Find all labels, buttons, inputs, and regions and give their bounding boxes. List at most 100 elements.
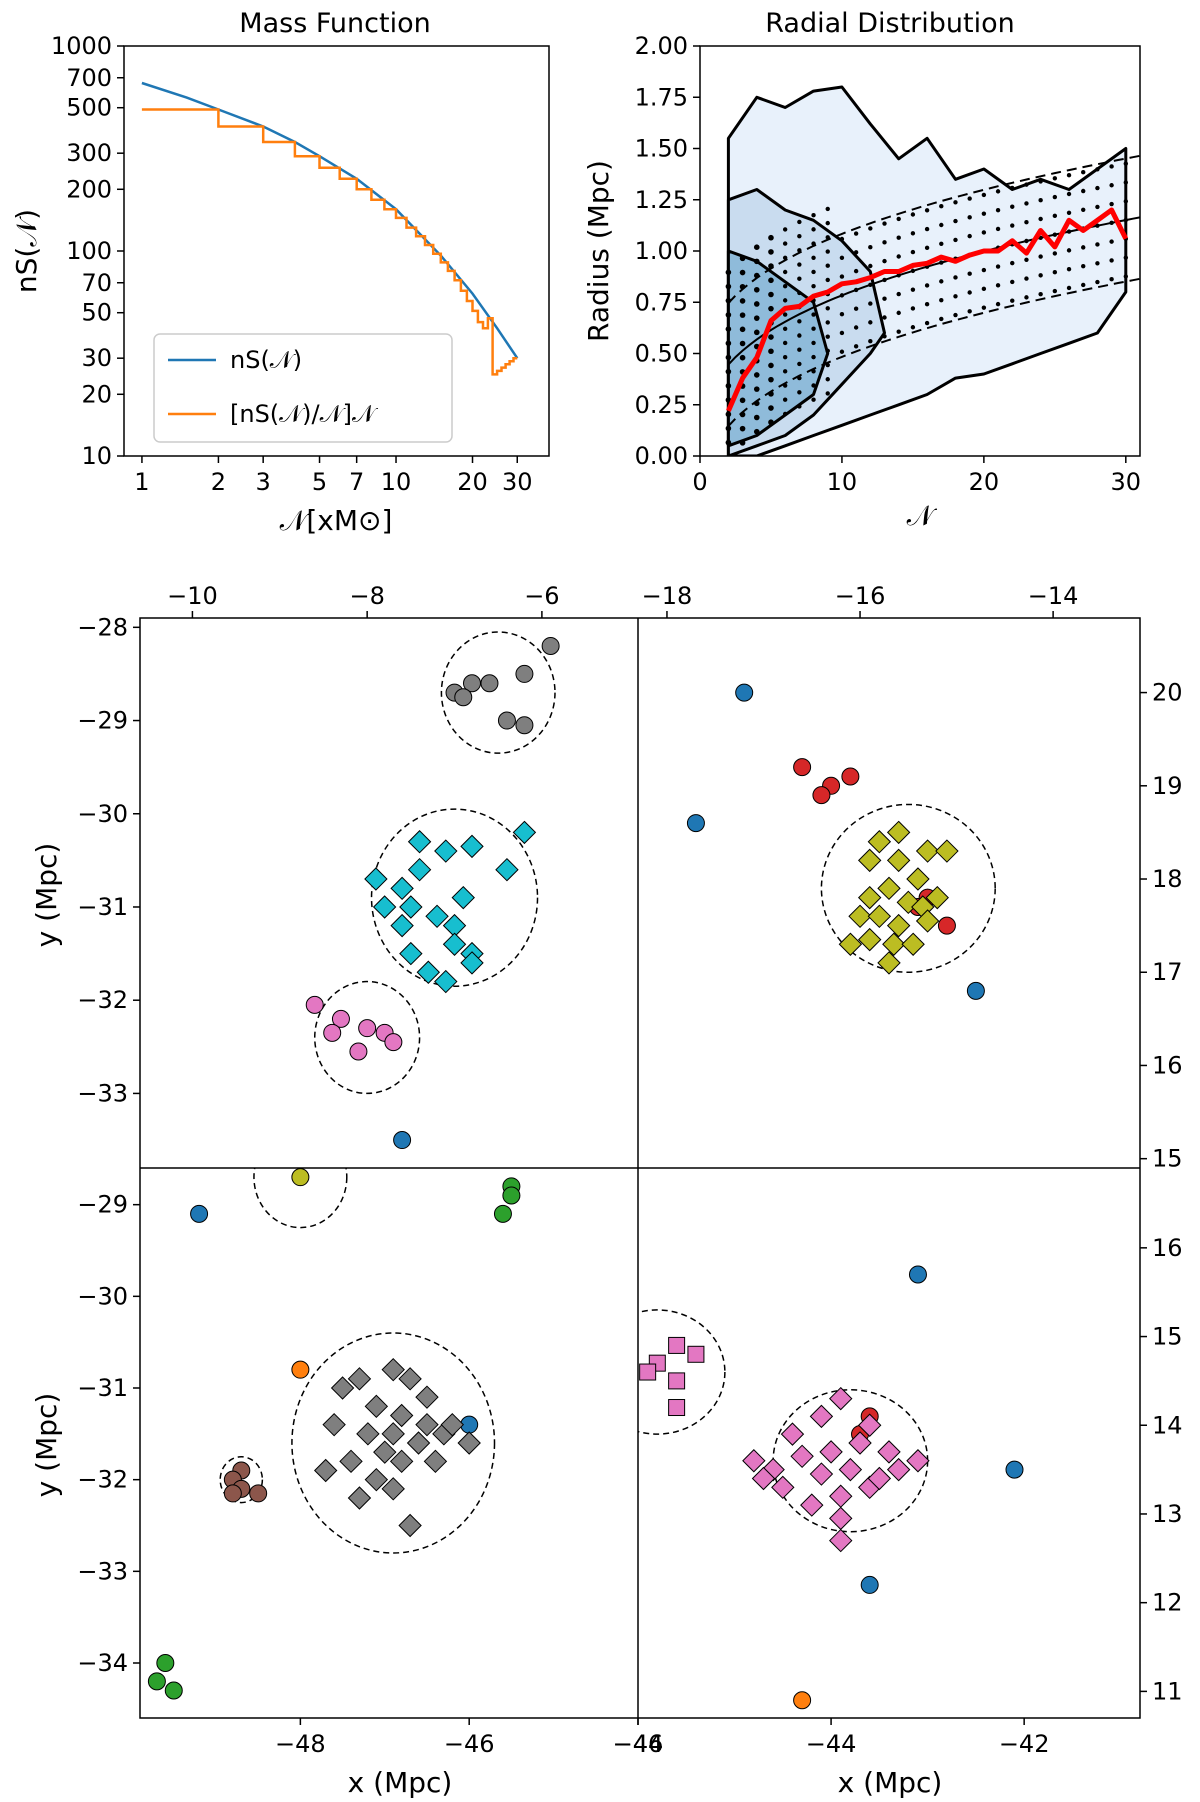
rd-point — [1024, 201, 1029, 206]
blue-circle-marker — [860, 1575, 879, 1594]
blue-circle-marker — [1005, 1460, 1024, 1479]
rd-point — [739, 269, 746, 276]
rd-point — [825, 377, 830, 382]
rd-point — [1123, 180, 1129, 185]
brown-circle-marker — [249, 1484, 268, 1503]
gray-diamond-marker — [389, 1403, 414, 1428]
rd-point — [768, 277, 774, 284]
pink-diamond-marker — [819, 1440, 843, 1464]
scatter-xtick-label: −46 — [444, 1730, 495, 1758]
rd-point — [753, 258, 760, 265]
rd-point — [1081, 245, 1086, 250]
rd-point — [882, 315, 887, 320]
rd-point — [967, 196, 972, 201]
mf-ytick-label: 30 — [81, 344, 112, 372]
legend-box — [153, 333, 453, 443]
cyan-diamond-marker — [390, 876, 414, 901]
mf-xtick-label: 10 — [381, 468, 412, 496]
rd-point — [825, 206, 830, 212]
rd-point — [1109, 164, 1114, 169]
rd-ytick-label: 1.50 — [635, 135, 688, 163]
gray-diamond-marker — [347, 1367, 372, 1391]
rd-point — [981, 192, 987, 198]
mf-xtick-label: 30 — [502, 468, 533, 496]
rd-point — [1052, 251, 1058, 256]
rd-point — [768, 376, 774, 383]
rd-point — [1109, 277, 1114, 282]
scatter-panel-top-left — [305, 631, 560, 1150]
rd-point — [825, 249, 830, 254]
bottom-left-xlabel: x (Mpc) — [348, 1766, 453, 1799]
rd-point — [797, 219, 802, 225]
radial-distribution-axes: 0 10 20 30 0.00 0.25 0.50 0.75 1.00 1.25 1.50 1.75 2… — [635, 32, 1142, 496]
cluster-circle — [253, 1168, 348, 1229]
green-circle-marker — [502, 1186, 521, 1205]
rd-point — [739, 255, 746, 262]
rd-point — [1109, 239, 1114, 244]
gray-diamond-marker — [440, 1412, 465, 1437]
scatter-ytick-label: −32 — [77, 1466, 128, 1494]
pink-diamond-marker — [742, 1449, 766, 1473]
scatter-top-xtick-label: −10 — [167, 582, 218, 610]
rd-point — [725, 312, 732, 318]
rd-point — [896, 291, 901, 297]
rd-point — [825, 348, 830, 354]
rd-point — [753, 414, 760, 421]
mass-function-legend: nS(𝒩) [nS(𝒩)/𝒩]𝒩 — [153, 333, 453, 443]
rd-point — [967, 271, 972, 276]
rd-point — [811, 212, 816, 218]
rd-point — [1010, 223, 1015, 228]
rd-point — [868, 320, 873, 325]
rd-point — [939, 222, 944, 228]
rd-point — [953, 275, 958, 280]
rd-point — [1010, 204, 1015, 209]
mass-function-ylabel: nS(𝒩) — [10, 209, 43, 293]
rd-point — [939, 279, 944, 284]
pink-circle-marker — [384, 1033, 403, 1052]
scatter-ytick-label: −33 — [77, 1079, 128, 1107]
rd-point — [1052, 194, 1058, 200]
gray-diamond-marker — [381, 1422, 405, 1446]
scatter-content — [147, 1168, 521, 1700]
gray-diamond-marker — [322, 1412, 346, 1437]
rd-point — [1052, 288, 1058, 294]
gray-diamond-marker — [406, 1431, 431, 1455]
rd-xtick-label: 10 — [827, 468, 858, 496]
rd-point — [1081, 263, 1086, 269]
rd-point — [924, 302, 930, 307]
cyan-diamond-marker — [399, 895, 423, 919]
rd-point — [981, 305, 987, 310]
rd-point — [782, 227, 788, 232]
cyan-diamond-marker — [442, 932, 467, 956]
rd-point — [753, 301, 760, 307]
rd-point — [739, 326, 746, 333]
rd-point — [768, 419, 774, 426]
rd-point — [725, 368, 732, 375]
pink-circle-marker — [349, 1042, 368, 1061]
pink-diamond-marker — [790, 1444, 814, 1469]
scatter-ytick-label: −29 — [77, 1191, 128, 1219]
rd-point — [953, 200, 958, 205]
orange-circle-marker — [291, 1360, 310, 1379]
scatter-right-ytick-label: 19 — [1152, 772, 1183, 800]
rd-point — [1024, 220, 1029, 225]
rd-point — [725, 354, 732, 361]
pink-diamond-marker — [829, 1528, 853, 1553]
rd-point — [811, 397, 816, 402]
rd-ytick-label: 1.25 — [635, 186, 688, 214]
rd-point — [853, 250, 859, 255]
red-circle-marker — [937, 916, 956, 935]
olive-diamond-marker — [848, 904, 872, 929]
pink-diamond-marker — [809, 1462, 834, 1486]
green-circle-marker — [156, 1654, 175, 1672]
rd-point — [768, 291, 774, 298]
gray-diamond-marker — [364, 1394, 389, 1419]
olive-diamond-marker — [901, 932, 925, 956]
rd-point — [1038, 291, 1043, 297]
rd-point — [1038, 216, 1043, 222]
olive-diamond-marker — [867, 830, 892, 854]
scatter-ytick-label: −30 — [77, 1282, 128, 1310]
rd-point — [839, 330, 845, 336]
rd-point — [967, 290, 972, 295]
rd-point — [981, 230, 987, 235]
